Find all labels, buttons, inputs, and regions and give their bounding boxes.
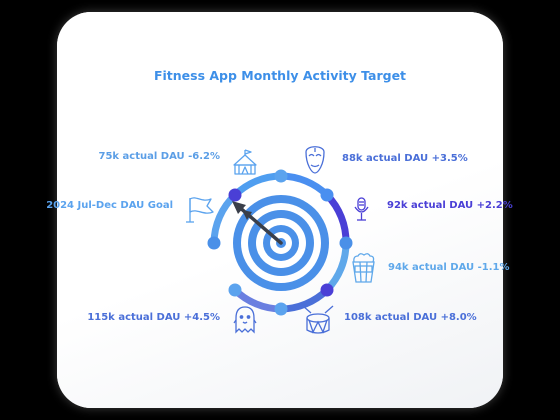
ring-segment-right-upper: [324, 192, 350, 244]
ring-node-top-right: [320, 188, 334, 202]
ring-segment-right-lower: [324, 242, 350, 293]
goal-label: 2024 Jul-Dec DAU Goal: [46, 200, 173, 211]
popcorn-icon: [352, 253, 375, 283]
month-label-6: 115k actual DAU +4.5%: [87, 312, 220, 323]
ring-node-bottom-left: [228, 283, 242, 297]
ring-node-bottom: [274, 302, 288, 316]
ring-node-bottom-right: [320, 283, 334, 297]
circus-tent-icon: [233, 149, 257, 175]
ghost-icon: [233, 306, 257, 334]
mask-icon: [305, 146, 325, 174]
month-label-3: 92k actual DAU +2.2%: [387, 200, 513, 211]
drum-icon: [302, 305, 334, 334]
arrow-icon: [232, 201, 283, 245]
month-label-4: 94k actual DAU -1.1%: [388, 262, 510, 273]
ring-segment-left: [210, 191, 239, 247]
ring-segment-bottom-left: [232, 287, 282, 313]
month-label-5: 108k actual DAU +8.0%: [344, 312, 477, 323]
ring-segment-top-right: [280, 172, 330, 198]
ring-node-right: [339, 236, 353, 250]
ring-node-top: [274, 169, 288, 183]
flag-icon: [186, 197, 214, 223]
ring-node-left: [207, 236, 221, 250]
page-title: Fitness App Monthly Activity Target: [153, 68, 407, 83]
ring-segment-top-left: [232, 172, 282, 198]
month-label-2: 88k actual DAU +3.5%: [342, 153, 468, 164]
microphone-icon: [354, 197, 369, 221]
ring-nodes: [207, 169, 353, 316]
month-label-1: 75k actual DAU -6.2%: [98, 151, 221, 162]
ring-node-top-left: [228, 188, 242, 202]
